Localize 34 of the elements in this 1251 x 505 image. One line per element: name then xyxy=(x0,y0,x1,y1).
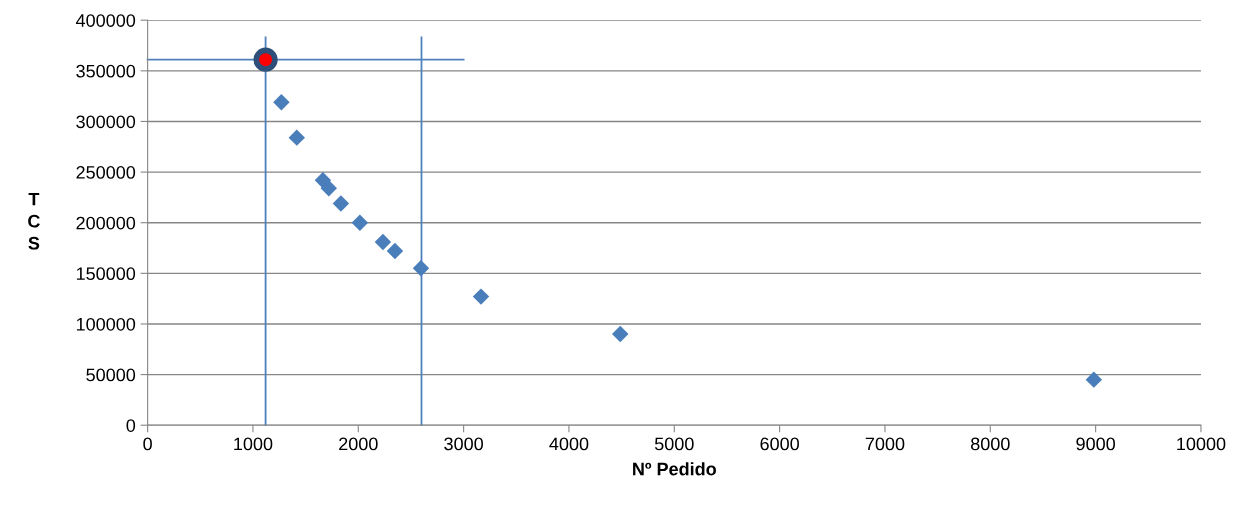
x-tick-label: 0 xyxy=(143,437,152,451)
y-axis-title: TCS xyxy=(28,192,40,250)
x-axis-title: Nº Pedido xyxy=(633,462,716,476)
x-tick-label: 8000 xyxy=(970,437,1010,451)
y-tick-label: 0 xyxy=(126,419,136,432)
x-tick-label: 3000 xyxy=(444,437,483,451)
point xyxy=(412,260,430,277)
point xyxy=(1085,371,1103,388)
point xyxy=(320,180,338,197)
y-tick-label: 250000 xyxy=(76,166,136,179)
y-tick-label: 100000 xyxy=(76,317,136,331)
x-tick-label: 7000 xyxy=(865,437,905,451)
x-tick-label: 1000 xyxy=(234,437,273,451)
point xyxy=(472,288,490,305)
point xyxy=(253,47,278,72)
x-tick-label: 5000 xyxy=(654,437,694,451)
point xyxy=(273,94,290,111)
y-tick-label: 50000 xyxy=(86,368,136,382)
point xyxy=(351,214,369,231)
y-tick-label: 350000 xyxy=(76,64,136,78)
y-tick-label: 400000 xyxy=(75,14,136,27)
x-tick-label: 6000 xyxy=(760,437,799,451)
point xyxy=(374,233,392,251)
y-tick-label: 150000 xyxy=(76,267,136,281)
x-tick-label: 4000 xyxy=(549,437,589,451)
y-tick-label: 200000 xyxy=(76,216,136,230)
x-tick-label: 10000 xyxy=(1177,437,1226,451)
point xyxy=(288,129,305,146)
point xyxy=(386,242,404,260)
x-tick-label: 9000 xyxy=(1076,437,1115,451)
x-tick-label: 2000 xyxy=(339,437,378,451)
point xyxy=(332,195,350,212)
y-tick-label: 300000 xyxy=(76,115,136,129)
point xyxy=(612,325,629,343)
